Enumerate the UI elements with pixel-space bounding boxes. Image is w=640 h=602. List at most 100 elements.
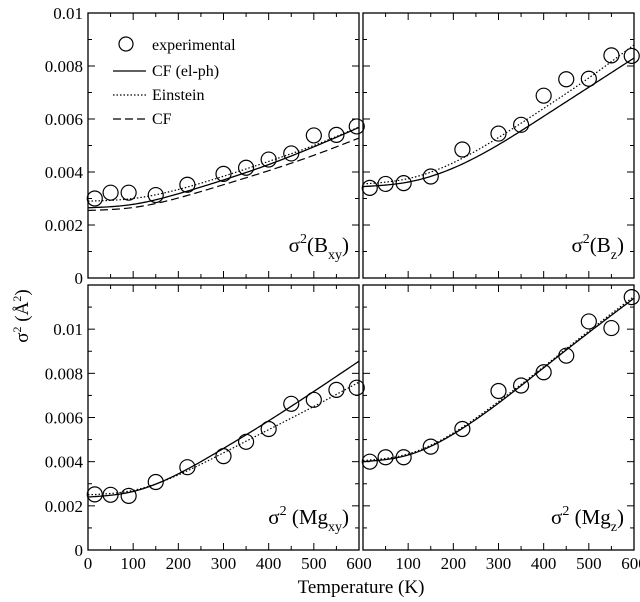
data-point-experimental (179, 459, 196, 476)
panel-bz: σ2(Bz) (361, 12, 640, 279)
x-tick-label: 400 (256, 554, 282, 573)
data-point-experimental (558, 347, 575, 364)
y-tick-label: 0 (75, 269, 84, 288)
data-point-experimental (490, 382, 507, 400)
series-line-solid (362, 297, 635, 463)
series-line-solid (87, 360, 360, 498)
series-line-dotted (87, 126, 360, 202)
data-point-experimental (623, 289, 640, 306)
y-tick-label: 0.01 (53, 320, 83, 339)
data-point-experimental (603, 319, 620, 337)
panel-label-bz: σ2(Bz) (571, 232, 624, 263)
x-tick-label: 300 (486, 554, 512, 573)
legend: experimental CF (el-ph) Einstein CF (113, 36, 236, 128)
data-point-experimental (215, 165, 232, 182)
series-line-dotted (87, 381, 360, 496)
y-tick-label: 0.008 (45, 364, 83, 383)
x-tick-label: 400 (531, 554, 557, 573)
y-axis-label: σ2 (Å2) (10, 289, 33, 342)
data-point-experimental (120, 487, 137, 504)
x-tick-label: 200 (166, 554, 192, 573)
y-tick-label: 0.008 (45, 57, 83, 76)
panel-bxy: 0 0.002 0.004 0.006 0.008 0.01 σ2(Bxy) (45, 4, 365, 288)
y-tick-label: 0.01 (53, 4, 83, 23)
data-point-experimental (535, 87, 552, 104)
data-point-experimental (305, 127, 322, 144)
data-point-experimental (328, 381, 345, 398)
data-point-experimental (623, 47, 640, 65)
series-line-solid (362, 57, 635, 188)
x-tick-label: 200 (441, 554, 467, 573)
data-point-experimental (558, 71, 575, 88)
data-point-experimental (147, 186, 164, 204)
data-point-experimental (490, 125, 507, 142)
data-point-experimental (305, 391, 322, 408)
y-tick-label: 0.002 (45, 216, 83, 235)
data-point-experimental (260, 151, 277, 168)
panel-mgz: 100 200 300 400 500 600 σ2 (Mgz) (361, 284, 640, 573)
data-point-experimental (512, 377, 530, 394)
y-tick-label: 0.004 (45, 163, 84, 182)
data-point-experimental (535, 364, 552, 381)
data-point-experimental (422, 438, 439, 455)
data-point-experimental (512, 116, 530, 133)
series-line-solid (87, 126, 360, 209)
data-point-experimental (454, 420, 471, 438)
data-point-experimental (283, 395, 300, 412)
data-point-experimental (361, 453, 378, 470)
data-point-experimental (283, 145, 300, 162)
data-point-experimental (361, 179, 378, 196)
series-line-dotted (362, 44, 635, 185)
legend-marker-experimental (118, 36, 134, 52)
x-tick-label: 600 (346, 554, 372, 573)
data-point-experimental (395, 449, 412, 466)
data-point-experimental (348, 379, 365, 396)
x-tick-label: 600 (621, 554, 640, 573)
x-tick-label: 0 (84, 554, 93, 573)
y-tick-label: 0.006 (45, 409, 83, 428)
y-tick-label: 0.002 (45, 497, 83, 516)
data-point-experimental (603, 47, 620, 64)
x-tick-label: 500 (576, 554, 602, 573)
data-point-experimental (102, 486, 119, 503)
data-point-experimental (102, 184, 119, 201)
data-point-experimental (422, 168, 439, 185)
data-point-experimental (328, 126, 345, 143)
x-tick-label: 100 (120, 554, 146, 573)
legend-label-experimental: experimental (152, 37, 236, 54)
data-point-experimental (580, 70, 597, 87)
legend-label-einstein: Einstein (152, 87, 204, 104)
series-line-dotted (362, 296, 635, 462)
legend-label-cf: CF (152, 111, 172, 128)
x-tick-label: 300 (211, 554, 237, 573)
data-point-experimental (120, 184, 137, 201)
data-point-experimental (86, 486, 103, 503)
x-tick-label: 100 (395, 554, 421, 573)
data-point-experimental (377, 449, 394, 466)
series-line-dashed (87, 137, 360, 212)
x-tick-label: 500 (301, 554, 327, 573)
data-point-experimental (454, 141, 471, 158)
legend-label-cf-elph: CF (el-ph) (152, 63, 219, 80)
data-point-experimental (147, 473, 164, 491)
panel-label-mgz: σ2 (Mgz) (551, 504, 624, 535)
x-axis-label: Temperature (K) (298, 577, 425, 598)
data-point-experimental (377, 175, 394, 193)
data-point-experimental (86, 190, 103, 207)
data-point-experimental (237, 159, 255, 176)
data-point-experimental (215, 448, 232, 465)
data-point-experimental (237, 433, 255, 450)
y-tick-label: 0.006 (45, 110, 83, 129)
data-point-experimental (260, 420, 277, 438)
data-point-experimental (179, 176, 196, 193)
data-point-experimental (580, 313, 597, 330)
data-point-experimental (395, 175, 412, 192)
panel-label-bxy: σ2(Bxy) (289, 232, 349, 263)
y-tick-label: 0.004 (45, 453, 84, 472)
y-tick-label: 0 (75, 541, 84, 560)
panel-label-mgxy: σ2 (Mgxy) (268, 504, 349, 535)
panel-mgxy: 0 0.002 0.004 0.006 0.008 0.01 0 100 200 300 400 50… (45, 284, 372, 573)
data-point-experimental (348, 118, 365, 135)
